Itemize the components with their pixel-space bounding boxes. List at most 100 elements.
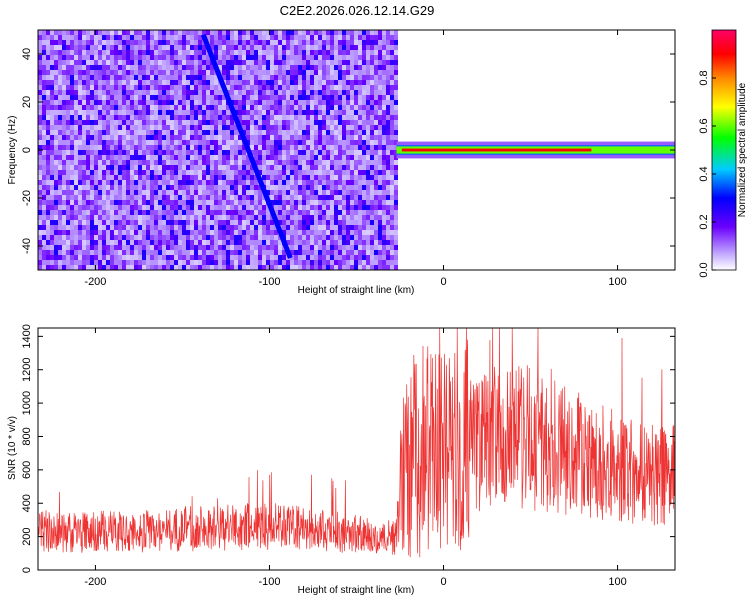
spectrogram-cell — [366, 130, 370, 135]
spectrogram-cell — [114, 150, 118, 155]
spectrogram-cell — [386, 175, 390, 180]
spectrogram-cell — [354, 40, 358, 45]
spectrogram-cell — [206, 255, 210, 260]
spectrogram-cell — [110, 120, 114, 125]
spectrogram-cell — [62, 215, 66, 220]
spectrogram-cell — [118, 150, 122, 155]
spectrogram-cell — [94, 180, 98, 185]
spectrogram-cell — [198, 55, 202, 60]
spectrogram-cell — [54, 120, 58, 125]
spectrogram-cell — [186, 45, 190, 50]
spectrogram-cell — [50, 85, 54, 90]
spectrogram-cell — [222, 260, 226, 265]
spectrogram-cell — [170, 85, 174, 90]
spectrogram-cell — [46, 230, 50, 235]
spectrogram-cell — [150, 130, 154, 135]
spectrogram-cell — [162, 160, 166, 165]
spectrogram-cell — [202, 120, 206, 125]
spectrogram-cell — [390, 255, 394, 260]
spectrogram-cell — [218, 265, 222, 270]
spectrogram-cell — [226, 200, 230, 205]
spectrogram-cell — [150, 155, 154, 160]
spectrogram-cell — [162, 245, 166, 250]
spectrogram-cell — [246, 35, 250, 40]
spectrogram-cell — [178, 250, 182, 255]
spectrogram-cell — [314, 200, 318, 205]
spectrogram-cell — [82, 130, 86, 135]
spectrogram-cell — [78, 40, 82, 45]
spectrogram-cell — [238, 115, 242, 120]
spectrogram-cell — [94, 35, 98, 40]
spectrogram-cell — [314, 145, 318, 150]
spectrogram-cell — [346, 100, 350, 105]
spectrogram-cell — [242, 110, 246, 115]
spectrogram-cell — [214, 100, 218, 105]
spectrogram-cell — [138, 145, 142, 150]
spectrogram-cell — [386, 165, 390, 170]
spectrogram-cell — [290, 210, 294, 215]
spectrogram-cell — [354, 125, 358, 130]
spectrogram-cell — [118, 145, 122, 150]
spectrogram-cell — [214, 115, 218, 120]
spectrogram-cell — [82, 55, 86, 60]
spectrogram-cell — [106, 65, 110, 70]
spectrogram-cell — [334, 45, 338, 50]
spectrogram-cell — [46, 240, 50, 245]
spectrogram-cell — [66, 100, 70, 105]
spectrogram-cell — [186, 210, 190, 215]
spectrogram-cell — [386, 145, 390, 150]
spectrogram-cell — [278, 45, 282, 50]
spectrogram-cell — [62, 80, 66, 85]
snr-ytick-label: 1000 — [21, 391, 33, 415]
spectrogram-cell — [110, 255, 114, 260]
spectrogram-cell — [134, 130, 138, 135]
spectrogram-cell — [54, 165, 58, 170]
spectrogram-cell — [170, 215, 174, 220]
spectrogram-cell — [238, 255, 242, 260]
spectrogram-cell — [342, 245, 346, 250]
spectrogram-cell — [238, 210, 242, 215]
spectrogram-cell — [102, 220, 106, 225]
spectrogram-cell — [318, 240, 322, 245]
spectrogram-cell — [170, 40, 174, 45]
spectrogram-cell — [346, 240, 350, 245]
spectrogram-cell — [138, 200, 142, 205]
spectrogram-cell — [174, 230, 178, 235]
spectrogram-cell — [94, 245, 98, 250]
spectrogram-cell — [142, 70, 146, 75]
spectrogram-cell — [322, 90, 326, 95]
spectrogram-cell — [290, 45, 294, 50]
spectrogram-cell — [258, 30, 262, 35]
spectrogram-cell — [118, 215, 122, 220]
spectrogram-cell — [326, 175, 330, 180]
spectrogram-cell — [370, 175, 374, 180]
spectrogram-cell — [154, 175, 158, 180]
spectrogram-cell — [70, 90, 74, 95]
spectrogram-cell — [374, 130, 378, 135]
spectrogram-cell — [306, 110, 310, 115]
spectrogram-cell — [146, 140, 150, 145]
spectrogram-cell — [286, 230, 290, 235]
spectrogram-cell — [110, 190, 114, 195]
spectrogram-cell — [254, 185, 258, 190]
spectrogram-cell — [106, 210, 110, 215]
spectrogram-cell — [254, 140, 258, 145]
spectrogram-cell — [218, 55, 222, 60]
spectrogram-cell — [78, 35, 82, 40]
spectrogram-cell — [254, 90, 258, 95]
spectrogram-cell — [58, 40, 62, 45]
spectrogram-cell — [82, 205, 86, 210]
spectrogram-cell — [354, 245, 358, 250]
spectrogram-cell — [102, 55, 106, 60]
spectrogram-cell — [210, 140, 214, 145]
spectrogram-cell — [150, 105, 154, 110]
spectrogram-cell — [66, 195, 70, 200]
spectrogram-cell — [58, 160, 62, 165]
spectrogram-cell — [366, 70, 370, 75]
spectrogram-cell — [246, 55, 250, 60]
spectrogram-cell — [194, 195, 198, 200]
spectrogram-cell — [386, 60, 390, 65]
spectrogram-cell — [86, 110, 90, 115]
spectrogram-cell — [38, 235, 42, 240]
spectrogram-cell — [290, 240, 294, 245]
